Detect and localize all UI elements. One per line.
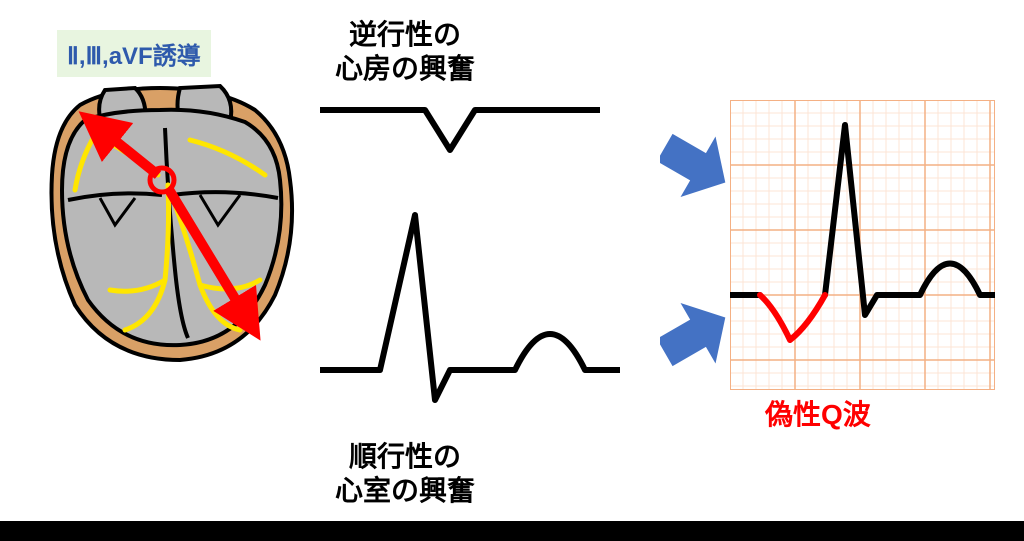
bottom-bar [0, 521, 1024, 541]
inverted-p-wave [320, 90, 600, 170]
ecg-grid-panel [730, 100, 995, 390]
retrograde-atrial-label: 逆行性の 心房の興奮 [335, 18, 475, 85]
heart-diagram [40, 80, 300, 370]
lead-label: Ⅱ,Ⅲ,aVF誘導 [57, 30, 211, 77]
qrs-wave [320, 200, 620, 430]
pseudo-q-label: 偽性Q波 [765, 398, 871, 432]
antegrade-ventricular-label: 順行性の 心室の興奮 [335, 440, 475, 507]
merge-arrow-bottom [660, 300, 730, 370]
merge-arrow-top [660, 130, 730, 200]
